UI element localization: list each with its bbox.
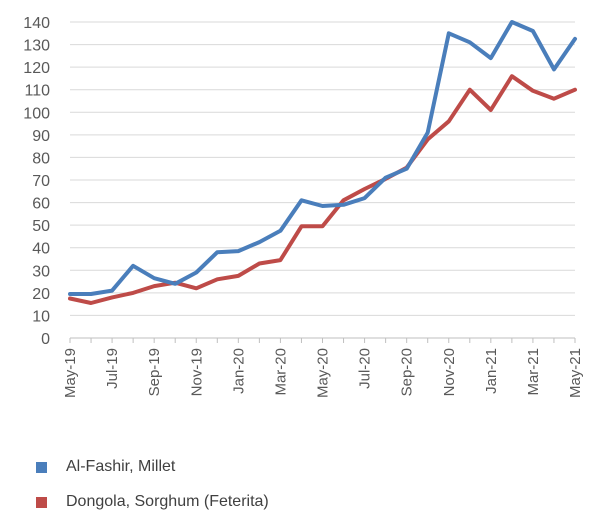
y-tick-label: 20 [32,286,50,303]
x-tick-label: Jul-19 [104,348,121,389]
y-tick-label: 90 [32,128,50,145]
y-tick-label: 70 [32,173,50,190]
y-tick-label: 100 [23,105,50,122]
x-tick-label: Sep-20 [399,348,416,396]
legend-swatch-blue [36,461,47,473]
y-tick-label: 30 [32,263,50,280]
legend-label: Dongola, Sorghum (Feterita) [66,493,269,510]
y-tick-label: 130 [23,38,50,55]
x-axis-ticks: May-19 Jul-19 Sep-19 Nov-19 Jan-20 Mar-20 May-… [62,338,584,398]
x-tick-label: May-20 [315,348,332,398]
x-tick-label: Jan-20 [230,348,247,394]
y-tick-label: 50 [32,218,50,235]
y-tick-label: 10 [32,308,50,325]
x-tick-label: Jan-21 [483,348,500,394]
y-tick-label: 40 [32,241,50,258]
y-tick-label: 80 [32,150,50,167]
legend-item-dongola-sorghum: Dongola, Sorghum (Feterita) [36,489,576,515]
y-axis-ticks: 0 10 20 30 40 50 60 70 80 90 100 110 120 130 140 [23,15,50,348]
legend-item-al-fashir-millet: Al-Fashir, Millet [36,454,576,480]
x-tick-label: Jul-20 [357,348,374,389]
x-tick-label: Sep-19 [146,348,163,396]
x-tick-label: Nov-19 [188,348,205,396]
legend-swatch-red [36,496,47,508]
series-line-al-fashir-millet [68,20,577,296]
x-tick-label: Nov-20 [441,348,458,396]
x-tick-label: Mar-20 [272,348,289,396]
legend-label: Al-Fashir, Millet [66,458,176,475]
y-tick-label: 140 [23,15,50,32]
x-tick-label: May-21 [567,348,584,398]
y-tick-label: 120 [23,60,50,77]
x-tick-label: May-19 [62,348,79,398]
line-chart: 0 10 20 30 40 50 60 70 80 90 100 110 120 130 140 May-1… [23,15,584,398]
y-tick-label: 60 [32,196,50,213]
y-tick-label: 0 [41,331,50,348]
series-lines [68,20,577,305]
series-line-dongola-sorghum [68,74,577,305]
x-tick-label: Mar-21 [525,348,542,396]
y-tick-label: 110 [24,83,50,100]
